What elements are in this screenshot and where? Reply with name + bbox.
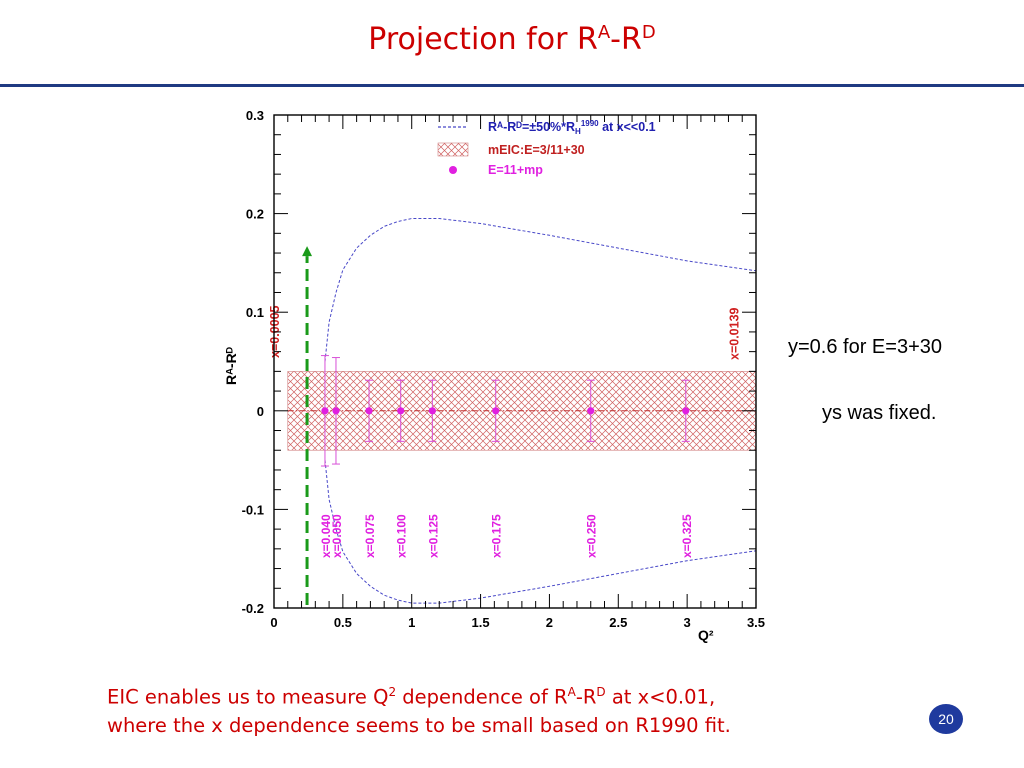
x-tick-label-5: 2 [546, 615, 553, 630]
envelope-lower-line [324, 460, 756, 604]
data-point-7 [587, 407, 595, 415]
point-label-5: x=0.125 [426, 514, 440, 558]
x-tick-label-6: 2.5 [609, 615, 627, 630]
point-label-6: x=0.175 [490, 514, 504, 558]
legend-label-band: mEIC:E=3/11+30 [488, 143, 585, 157]
caption-line-2: where the x dependence seems to be small… [107, 713, 731, 737]
y-tick-label-6: 0.3 [246, 108, 264, 123]
y-tick-label-5: 0.2 [246, 207, 264, 222]
point-label-7: x=0.250 [585, 514, 599, 558]
point-label-2: x=0.050 [330, 514, 344, 558]
x-tick-label-8: 3.5 [747, 615, 765, 630]
x-tick-label-4: 1.5 [472, 615, 490, 630]
y-tick-label-4: 0.1 [246, 305, 264, 320]
data-point-1 [321, 407, 329, 415]
y-tick-label-3: 0 [257, 404, 264, 419]
arrow-head [302, 246, 313, 257]
point-label-1: x=0.040 [319, 514, 333, 558]
data-point-4 [397, 407, 405, 415]
x-tick-label-7: 3 [684, 615, 691, 630]
plot-frame [273, 114, 757, 609]
envelope-upper-line [324, 218, 756, 362]
data-point-6 [492, 407, 500, 415]
title-divider [0, 84, 1024, 87]
point-label-3: x=0.075 [363, 514, 377, 558]
side-note-ys-fixed: ys was fixed. [822, 402, 937, 424]
x-axis-label: Q² [698, 627, 714, 643]
slide-title: Projection for RA-RD [368, 22, 656, 57]
y-tick-label-2: -0.1 [242, 502, 264, 517]
x-tick-label-1: 0 [270, 615, 277, 630]
legend-label-marker: E=11+mp [488, 163, 543, 177]
y-axis-label: Rᴬ-Rᴰ [223, 346, 239, 385]
legend-swatch-band [437, 142, 469, 157]
legend-label-envelope: Rᴬ-Rᴰ=±50%*RH1990 at x<<0.1 [488, 119, 656, 136]
caption-line-1: EIC enables us to measure Q2 dependence … [107, 685, 716, 709]
legend-swatch-marker [449, 166, 457, 174]
point-label-8: x=0.325 [680, 514, 694, 558]
data-point-5 [428, 407, 436, 415]
point-label-4: x=0.100 [395, 514, 409, 558]
slide-caption: EIC enables us to measure Q2 dependence … [107, 678, 897, 740]
side-note-y-value: y=0.6 for E=3+30 [788, 336, 943, 358]
data-point-2 [332, 407, 340, 415]
data-point-8 [682, 407, 690, 415]
data-point-3 [365, 407, 373, 415]
x-tick-label-3: 1 [408, 615, 415, 630]
x-limit-label-2: x=0.0139 [728, 307, 742, 360]
x-tick-label-2: 0.5 [334, 615, 352, 630]
page-number-badge: 20 [929, 704, 963, 734]
y-tick-label-1: -0.2 [242, 601, 264, 616]
